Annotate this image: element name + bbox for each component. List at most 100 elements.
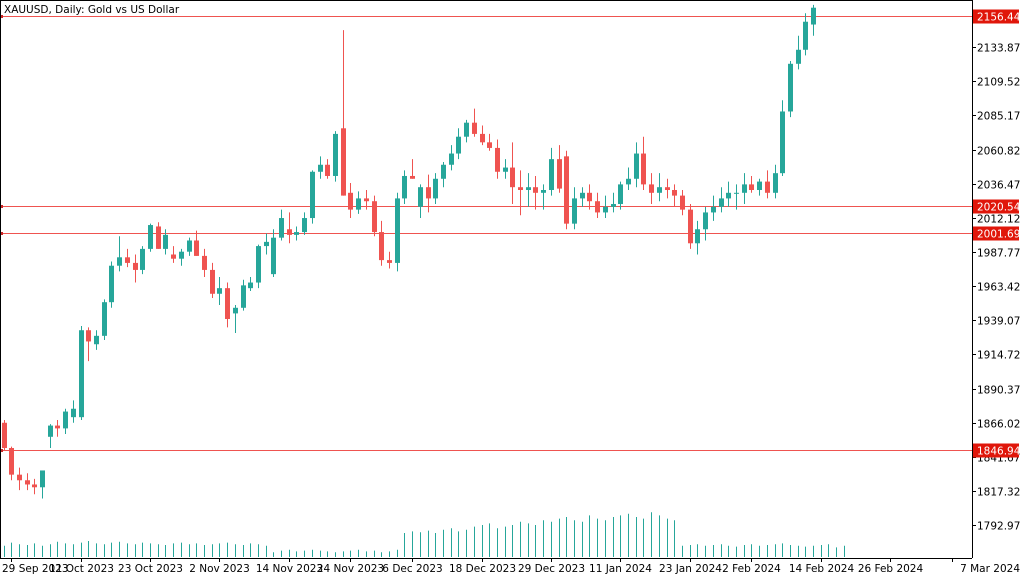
- candle-body: [109, 265, 114, 303]
- candle-body: [480, 133, 485, 143]
- bear-candle: [680, 189, 685, 216]
- bull-candle: [611, 192, 616, 213]
- bear-candle: [665, 178, 670, 199]
- candle-body: [526, 187, 531, 190]
- level-label-box: [973, 9, 1019, 24]
- candle-body: [225, 288, 230, 320]
- bull-candle: [256, 244, 261, 289]
- bull-candle: [541, 184, 546, 210]
- bull-candle: [418, 184, 423, 219]
- bull-candle: [217, 276, 222, 305]
- candle-body: [665, 187, 670, 190]
- bear-candle: [86, 327, 91, 362]
- candle-body: [626, 178, 631, 185]
- bear-candle: [2, 419, 7, 451]
- candle-body: [248, 282, 253, 289]
- bull-candle: [703, 206, 708, 241]
- horizontal-line-labels: 2156.44 2020.54 2001.69 1846.94: [973, 9, 1021, 458]
- y-tick-label: 1914.72: [977, 350, 1020, 362]
- candle-body: [518, 187, 523, 190]
- bear-candle: [510, 142, 515, 205]
- level-label: 2156.44: [973, 9, 1021, 24]
- candle-body: [510, 167, 515, 188]
- x-tick-label: 6 Dec 2023: [382, 563, 442, 575]
- candle-body: [310, 171, 315, 219]
- bull-candle: [788, 60, 793, 118]
- x-tick-label: 24 Nov 2023: [317, 563, 384, 575]
- bear-candle: [194, 230, 199, 256]
- candle-body: [587, 192, 592, 202]
- candle-body: [595, 201, 600, 213]
- candle-body: [426, 187, 431, 199]
- bull-candle: [248, 276, 253, 291]
- bull-candle: [773, 164, 778, 199]
- bull-candle: [233, 304, 238, 334]
- candle-body: [695, 229, 700, 244]
- bull-candle: [163, 229, 168, 255]
- bull-candle: [734, 184, 739, 210]
- candle-body: [356, 198, 361, 210]
- bull-candle: [711, 195, 716, 221]
- bull-candle: [264, 233, 269, 255]
- candle-body: [572, 198, 577, 224]
- bear-candle: [364, 189, 369, 210]
- candle-body: [796, 49, 801, 64]
- y-tick-label: 1792.97: [977, 521, 1020, 533]
- bear-candle: [649, 173, 654, 205]
- candle-body: [788, 63, 793, 112]
- x-tick-label: 14 Nov 2023: [256, 563, 323, 575]
- candle-body: [749, 184, 754, 190]
- bear-candle: [410, 159, 415, 179]
- level-label: 1846.94: [973, 443, 1021, 458]
- bull-candle: [441, 161, 446, 188]
- bear-candle: [25, 473, 30, 491]
- candle-body: [680, 195, 685, 210]
- candle-body: [187, 240, 192, 252]
- bull-candle: [526, 173, 531, 207]
- bull-candle: [811, 4, 816, 36]
- candle-body: [657, 187, 662, 193]
- candle-body: [48, 425, 53, 437]
- bear-candle: [156, 222, 161, 249]
- bull-candle: [695, 220, 700, 255]
- candle-body: [603, 206, 608, 213]
- bull-candle: [109, 261, 114, 308]
- candle-body: [379, 232, 384, 261]
- bear-candle: [749, 175, 754, 193]
- y-axis-ticks: 2133.87 2109.52 2085.17 2060.82 2036.47 2012.…: [972, 43, 1020, 533]
- bear-candle: [387, 251, 392, 269]
- candle-body: [17, 474, 22, 481]
- candle-body: [341, 128, 346, 196]
- bear-candle: [688, 204, 693, 249]
- chart-title: XAUUSD, Daily: Gold vs US Dollar: [4, 4, 180, 16]
- bear-candle: [287, 212, 292, 244]
- y-tick-label: 1963.42: [977, 282, 1020, 294]
- candle-body: [719, 198, 724, 207]
- bear-candle: [325, 159, 330, 179]
- x-tick-label: 29 Sep 2023: [2, 563, 69, 575]
- bear-candle: [32, 478, 37, 495]
- bull-candle: [318, 156, 323, 179]
- candle-body: [325, 164, 330, 176]
- bull-candle: [395, 192, 400, 272]
- x-tick-label: 11 Oct 2023: [49, 563, 114, 575]
- candle-body: [688, 209, 693, 244]
- candle-body: [32, 484, 37, 488]
- bull-candle: [603, 195, 608, 219]
- bull-candle: [433, 173, 438, 205]
- level-label-text: 2020.54: [977, 202, 1021, 214]
- bull-candle: [456, 128, 461, 160]
- y-tick-label: 2085.17: [977, 111, 1020, 123]
- bull-candle: [549, 147, 554, 196]
- bull-candle: [148, 223, 153, 252]
- candle-body: [79, 330, 84, 418]
- x-tick-label: 26 Feb 2024: [858, 563, 924, 575]
- candle-body: [611, 204, 616, 207]
- candle-body: [495, 147, 500, 172]
- bull-candle: [294, 226, 299, 241]
- candle-body: [287, 229, 292, 235]
- candle-body: [803, 21, 808, 50]
- bull-candle: [503, 159, 508, 179]
- volume-bars: [4, 512, 845, 557]
- bull-candle: [117, 236, 122, 272]
